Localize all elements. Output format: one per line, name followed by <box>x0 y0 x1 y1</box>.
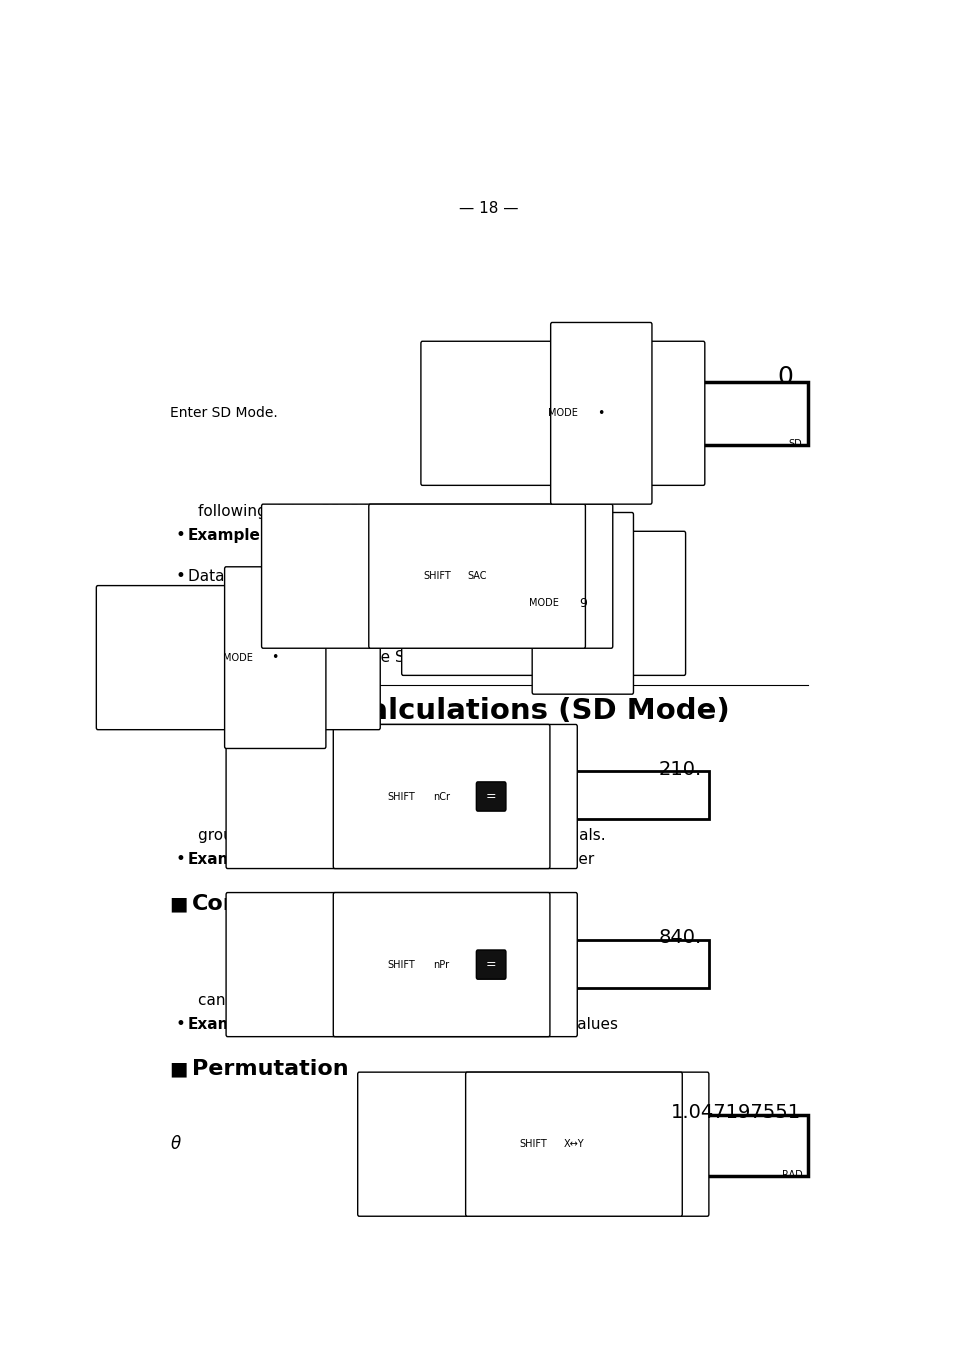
Text: Example:: Example: <box>188 527 267 542</box>
Text: X↔Y: X↔Y <box>563 1139 583 1149</box>
Text: Example:: Example: <box>188 1017 267 1032</box>
Text: SAC: SAC <box>467 571 486 582</box>
Text: 840.: 840. <box>658 928 701 946</box>
Text: 7: 7 <box>370 957 380 972</box>
Text: 9: 9 <box>578 597 586 610</box>
Text: nPr: nPr <box>433 960 449 970</box>
Text: Statistical Calculations (SD Mode): Statistical Calculations (SD Mode) <box>170 697 728 725</box>
Text: SHIFT: SHIFT <box>423 571 451 582</box>
FancyBboxPatch shape <box>357 1073 708 1216</box>
Text: groups can be organized in a group of 10 individuals.: groups can be organized in a group of 10… <box>197 827 604 842</box>
FancyBboxPatch shape <box>476 951 505 979</box>
Text: following data : 55, 54, 51, 55, 53, 53, 54, 52.: following data : 55, 54, 51, 55, 53, 53,… <box>197 504 547 519</box>
FancyBboxPatch shape <box>476 782 505 811</box>
Text: ■: ■ <box>170 1059 188 1078</box>
Text: Combination: Combination <box>192 894 350 914</box>
Text: Data input always starts with: Data input always starts with <box>188 568 416 583</box>
Text: =: = <box>485 959 496 971</box>
FancyBboxPatch shape <box>550 323 651 504</box>
Text: To determine how many different 4-member: To determine how many different 4-member <box>250 852 594 866</box>
Text: To calculate $\sigma_{n-1}$, $\sigma_n$, $\bar{x}$, $n$, $\Sigma x$, and $\Sigma: To calculate $\sigma_{n-1}$, $\sigma_n$,… <box>255 525 614 546</box>
Text: •: • <box>175 1016 185 1033</box>
Text: 0.: 0. <box>777 365 801 389</box>
FancyBboxPatch shape <box>333 724 549 869</box>
Text: 4: 4 <box>460 789 470 804</box>
Text: Enter SD Mode.: Enter SD Mode. <box>170 407 277 420</box>
Text: MODE: MODE <box>528 598 558 609</box>
Text: To determine how many different 4-digit values: To determine how many different 4-digit … <box>250 1017 618 1032</box>
Text: •: • <box>175 648 185 667</box>
Text: MODE: MODE <box>547 408 578 418</box>
Text: •: • <box>175 850 185 868</box>
FancyBboxPatch shape <box>333 892 549 1036</box>
FancyBboxPatch shape <box>96 586 380 730</box>
Text: SD: SD <box>788 439 801 449</box>
Text: RAD: RAD <box>781 1170 801 1180</box>
Text: MODE: MODE <box>223 652 253 663</box>
FancyBboxPatch shape <box>261 504 612 648</box>
Bar <box>619 382 807 445</box>
Text: Permutation: Permutation <box>192 1059 348 1079</box>
FancyBboxPatch shape <box>420 342 704 485</box>
Text: •: • <box>597 407 604 420</box>
Text: SHIFT: SHIFT <box>388 792 416 801</box>
Text: •: • <box>175 594 185 613</box>
Text: first.: first. <box>598 595 638 610</box>
Text: SHIFT: SHIFT <box>518 1139 547 1149</box>
FancyBboxPatch shape <box>369 504 585 648</box>
Text: •: • <box>175 567 185 586</box>
Text: 10: 10 <box>358 789 377 804</box>
Text: SHIFT: SHIFT <box>388 960 416 970</box>
FancyBboxPatch shape <box>224 567 326 749</box>
Text: ■: ■ <box>170 895 188 914</box>
Text: 4: 4 <box>460 957 470 972</box>
Text: — 18 —: — 18 — <box>458 201 518 216</box>
Text: If FIX or SCI is on the display, press: If FIX or SCI is on the display, press <box>188 595 462 610</box>
FancyBboxPatch shape <box>226 892 577 1036</box>
Text: 210.: 210. <box>658 759 701 778</box>
Text: Example:: Example: <box>188 852 267 866</box>
Text: 1.047197551: 1.047197551 <box>670 1104 801 1123</box>
Bar <box>511 772 708 819</box>
Text: .: . <box>493 568 497 583</box>
Text: can be produced using the numbers 1 through 7.: can be produced using the numbers 1 thro… <box>197 993 574 1008</box>
Text: nCr: nCr <box>433 792 450 801</box>
Bar <box>511 940 708 987</box>
Text: •: • <box>175 526 185 545</box>
Text: •: • <box>272 651 278 664</box>
FancyBboxPatch shape <box>532 513 633 694</box>
Text: to enter the SD Mode for statistical calcula-: to enter the SD Mode for statistical cal… <box>294 650 631 666</box>
FancyBboxPatch shape <box>401 532 685 675</box>
Text: tions using standard deviation.: tions using standard deviation. <box>197 626 435 641</box>
FancyBboxPatch shape <box>226 724 577 869</box>
FancyBboxPatch shape <box>465 1073 681 1216</box>
Bar <box>598 1115 807 1176</box>
Text: $\theta$: $\theta$ <box>170 1135 181 1153</box>
Text: =: = <box>485 791 496 803</box>
Text: Press: Press <box>188 650 233 666</box>
